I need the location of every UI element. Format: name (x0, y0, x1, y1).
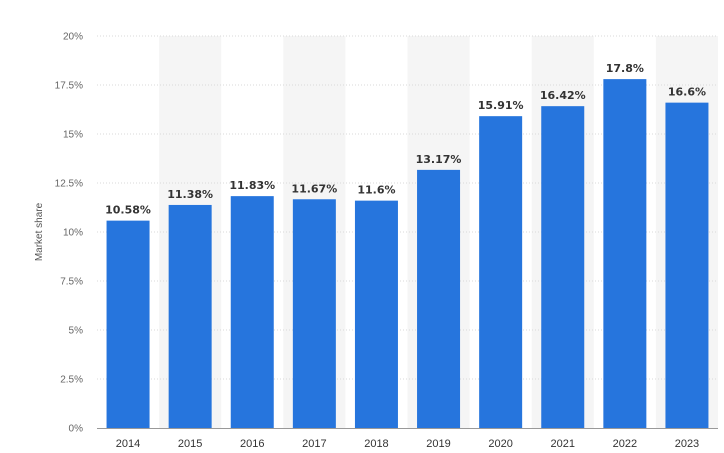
y-tick-label: 15% (63, 130, 83, 141)
data-label-2016: 11.83% (229, 179, 275, 192)
data-labels: 10.58% 11.38% 11.83% 11.67% 11.6% 13.17% 15.91… (105, 62, 706, 217)
x-axis-ticks: 2014 2015 2016 2017 2018 2019 2020 2021 2022 2023 (116, 438, 699, 450)
x-tick-label: 2016 (240, 438, 264, 450)
y-tick-label: 2.5% (60, 375, 83, 386)
data-label-2018: 11.6% (357, 184, 395, 197)
y-axis-ticks: 0% 2.5% 5% 7.5% 10% 12.5% 15% 17.5% 20% (55, 32, 83, 435)
y-tick-label: 0% (69, 424, 84, 435)
data-label-2019: 13.17% (416, 153, 462, 166)
x-tick-label: 2020 (488, 438, 512, 450)
x-tick-label: 2018 (364, 438, 388, 450)
x-tick-label: 2021 (551, 438, 575, 450)
bar-2019[interactable] (417, 169, 461, 429)
y-tick-label: 7.5% (60, 277, 83, 288)
y-tick-label: 10% (63, 228, 83, 239)
x-tick-label: 2019 (426, 438, 450, 450)
bar-2022[interactable] (603, 79, 647, 429)
x-tick-label: 2022 (613, 438, 637, 450)
data-label-2015: 11.38% (167, 188, 213, 201)
y-axis-label: Market share (34, 202, 45, 261)
bar-2017[interactable] (292, 199, 336, 428)
x-tick-label: 2015 (178, 438, 202, 450)
bar-2015[interactable] (168, 204, 212, 428)
x-tick-label: 2017 (302, 438, 326, 450)
y-tick-label: 17.5% (55, 81, 83, 92)
data-label-2020: 15.91% (478, 99, 524, 112)
data-label-2014: 10.58% (105, 204, 151, 217)
bars (106, 79, 709, 429)
bar-2021[interactable] (541, 106, 585, 428)
x-tick-label: 2023 (675, 438, 699, 450)
bar-2016[interactable] (230, 196, 274, 428)
bar-2020[interactable] (479, 116, 523, 428)
data-label-2021: 16.42% (540, 89, 586, 102)
data-label-2023: 16.6% (668, 86, 706, 99)
y-tick-label: 20% (63, 32, 83, 43)
y-tick-label: 5% (69, 326, 84, 337)
y-tick-label: 12.5% (55, 179, 83, 190)
bar-2023[interactable] (665, 102, 709, 428)
data-label-2017: 11.67% (291, 182, 337, 195)
data-label-2022: 17.8% (606, 62, 644, 75)
bar-2018[interactable] (354, 200, 398, 428)
bar-2014[interactable] (106, 220, 150, 428)
x-tick-label: 2014 (116, 438, 140, 450)
